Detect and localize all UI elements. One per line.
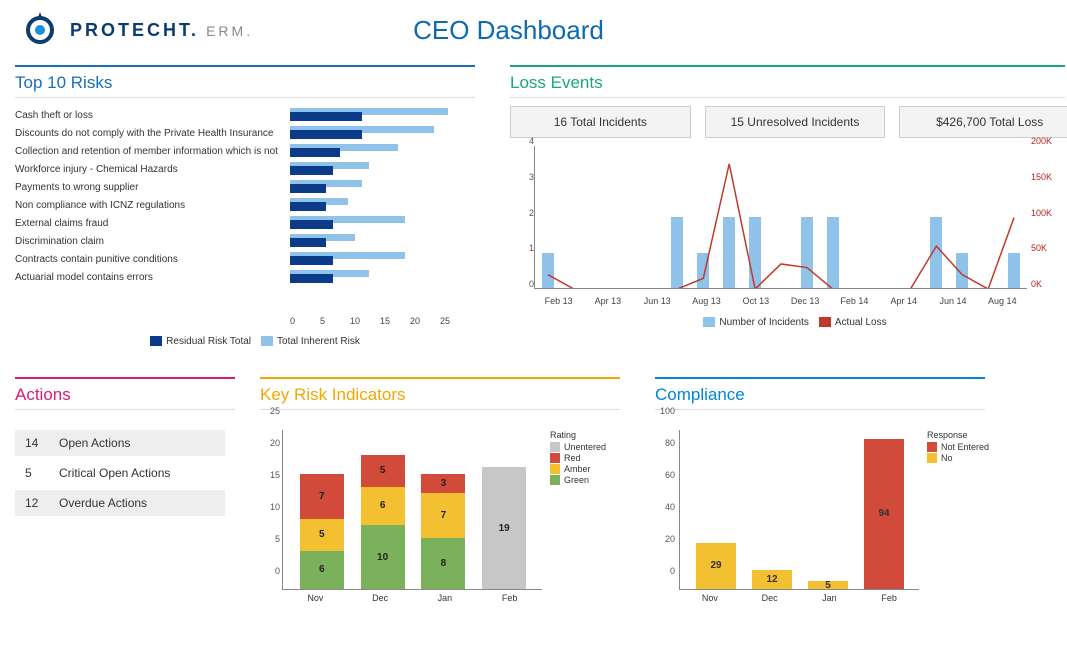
loss-x-axis: Feb 13Apr 13Jun 13Aug 13Oct 13Dec 13Feb … <box>534 296 1027 306</box>
panel-title-actions: Actions <box>15 377 235 410</box>
panel-title-kri: Key Risk Indicators <box>260 377 620 410</box>
action-item[interactable]: 14 Open Actions <box>15 430 225 456</box>
panel-compliance: Compliance 020406080100 NovDecJanFeb 291… <box>655 377 1025 610</box>
risk-label: Workforce injury - Chemical Hazards <box>15 164 290 175</box>
risk-label: Contracts contain punitive conditions <box>15 254 290 265</box>
action-label: Critical Open Actions <box>59 466 170 480</box>
risk-row: External claims fraud <box>15 214 475 232</box>
page-title: CEO Dashboard <box>413 15 604 46</box>
risks-legend: Residual Risk Total Total Inherent Risk <box>15 336 495 347</box>
kpi-row: 16 Total Incidents 15 Unresolved Incident… <box>510 106 1067 138</box>
risk-bars <box>290 198 470 212</box>
risk-row: Discounts do not comply with the Private… <box>15 124 475 142</box>
logo: PROTECHT. ERM. <box>20 10 253 50</box>
loss-chart: 01234 0K50K100K150K200K Feb 13Apr 13Jun … <box>510 146 1055 311</box>
risks-x-axis: 0510152025 <box>290 316 470 326</box>
risk-label: Discrimination claim <box>15 236 290 247</box>
panel-title-compliance: Compliance <box>655 377 985 410</box>
legend-inherent: Total Inherent Risk <box>277 336 360 347</box>
action-label: Overdue Actions <box>59 496 147 510</box>
panel-top-risks: Top 10 Risks Cash theft or loss Discounts… <box>15 65 495 347</box>
action-count: 5 <box>25 466 45 480</box>
compliance-x-axis: NovDecJanFeb <box>680 593 919 603</box>
swatch-residual <box>150 336 162 346</box>
risk-label: Collection and retention of member infor… <box>15 146 290 157</box>
brand-suffix: ERM. <box>206 23 253 39</box>
panel-kri: Key Risk Indicators 0510152025 NovDecJan… <box>260 377 640 610</box>
risk-row: Payments to wrong supplier <box>15 178 475 196</box>
loss-y-right: 0K50K100K150K200K <box>1031 146 1055 289</box>
panel-title-risks: Top 10 Risks <box>15 65 475 98</box>
panel-loss-events: Loss Events 16 Total Incidents 15 Unresol… <box>510 65 1067 347</box>
action-item[interactable]: 5 Critical Open Actions <box>15 460 225 486</box>
risk-label: Actuarial model contains errors <box>15 272 290 283</box>
panel-title-loss: Loss Events <box>510 65 1065 98</box>
risk-row: Discrimination claim <box>15 232 475 250</box>
header: PROTECHT. ERM. CEO Dashboard <box>0 0 1067 55</box>
protecht-logo-icon <box>20 10 60 50</box>
kpi-card[interactable]: 15 Unresolved Incidents <box>705 106 886 138</box>
risk-label: Cash theft or loss <box>15 110 290 121</box>
kpi-card[interactable]: 16 Total Incidents <box>510 106 691 138</box>
swatch-actual-loss <box>819 317 831 327</box>
risk-row: Non compliance with ICNZ regulations <box>15 196 475 214</box>
loss-legend: Number of Incidents Actual Loss <box>510 317 1067 328</box>
swatch-incidents <box>703 317 715 327</box>
risk-row: Collection and retention of member infor… <box>15 142 475 160</box>
action-list: 14 Open Actions 5 Critical Open Actions 12 Ov… <box>15 430 225 516</box>
kri-legend: RatingUnenteredRedAmberGreen <box>550 430 614 610</box>
risk-row: Cash theft or loss <box>15 106 475 124</box>
legend-actual-loss: Actual Loss <box>835 317 887 328</box>
action-label: Open Actions <box>59 436 130 450</box>
kri-plot: NovDecJanFeb 756561037819 <box>282 430 542 590</box>
compliance-legend: ResponseNot EnteredNo <box>927 430 991 610</box>
risks-chart: Cash theft or loss Discounts do not compl… <box>15 106 475 316</box>
compliance-chart: 020406080100 NovDecJanFeb 2912594 Respon… <box>655 430 995 610</box>
legend-residual: Residual Risk Total <box>166 336 251 347</box>
kri-y-axis: 0510152025 <box>260 430 282 590</box>
risk-bars <box>290 180 470 194</box>
action-item[interactable]: 12 Overdue Actions <box>15 490 225 516</box>
risk-bars <box>290 108 470 122</box>
compliance-y-axis: 020406080100 <box>655 430 677 590</box>
risk-bars <box>290 234 470 248</box>
risk-row: Actuarial model contains errors <box>15 268 475 286</box>
loss-y-left: 01234 <box>510 146 534 289</box>
brand-text: PROTECHT. <box>70 20 199 40</box>
risk-label: Payments to wrong supplier <box>15 182 290 193</box>
risk-bars <box>290 144 470 158</box>
loss-plot <box>534 146 1027 289</box>
kri-x-axis: NovDecJanFeb <box>283 593 542 603</box>
legend-incidents: Number of Incidents <box>719 317 809 328</box>
panel-actions: Actions 14 Open Actions 5 Critical Open Act… <box>15 377 245 610</box>
kpi-card[interactable]: $426,700 Total Loss <box>899 106 1067 138</box>
swatch-inherent <box>261 336 273 346</box>
kri-chart: 0510152025 NovDecJanFeb 756561037819 Rat… <box>260 430 620 610</box>
action-count: 12 <box>25 496 45 510</box>
compliance-plot: NovDecJanFeb 2912594 <box>679 430 919 590</box>
risk-row: Contracts contain punitive conditions <box>15 250 475 268</box>
action-count: 14 <box>25 436 45 450</box>
risk-row: Workforce injury - Chemical Hazards <box>15 160 475 178</box>
risk-bars <box>290 162 470 176</box>
risk-label: Discounts do not comply with the Private… <box>15 128 290 139</box>
risk-label: Non compliance with ICNZ regulations <box>15 200 290 211</box>
risk-bars <box>290 126 470 140</box>
risk-bars <box>290 216 470 230</box>
risk-bars <box>290 252 470 266</box>
risk-bars <box>290 270 470 284</box>
risk-label: External claims fraud <box>15 218 290 229</box>
